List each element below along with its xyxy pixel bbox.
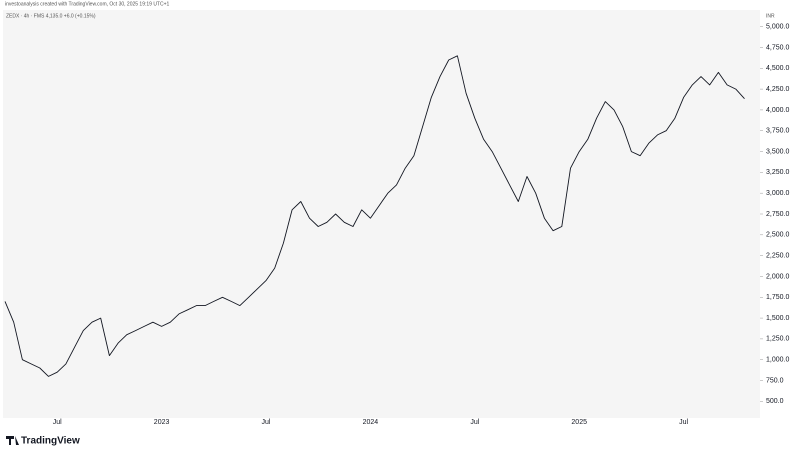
y-tick-label: 3,250.0 <box>766 169 789 176</box>
y-tick-label: 1,250.0 <box>766 336 789 343</box>
y-tick-label: 4,500.0 <box>766 65 789 72</box>
brand-logo <box>6 436 19 445</box>
price-line <box>4 55 745 377</box>
y-tick-label: 2,500.0 <box>766 232 789 239</box>
y-tick-label: 500.0 <box>766 398 784 405</box>
x-tick-label: Jul <box>470 419 479 426</box>
chart-title: investoanalysis created with TradingView… <box>5 1 170 7</box>
x-tick-label: Jul <box>679 419 688 426</box>
y-unit: INR <box>766 13 775 19</box>
x-tick-label: 2023 <box>154 419 170 426</box>
y-tick-label: 750.0 <box>766 377 784 384</box>
y-tick-label: 4,000.0 <box>766 107 789 114</box>
y-tick-label: 4,750.0 <box>766 44 789 51</box>
y-tick-label: 5,000.0 <box>766 23 789 30</box>
y-tick-label: 1,750.0 <box>766 294 789 301</box>
x-tick-label: Jul <box>53 419 62 426</box>
brand: TradingView <box>21 436 80 447</box>
x-tick-label: Jul <box>262 419 271 426</box>
plot-area <box>3 10 760 418</box>
y-tick-label: 3,750.0 <box>766 128 789 135</box>
x-tick-label: 2025 <box>571 419 587 426</box>
y-tick-label: 2,250.0 <box>766 252 789 259</box>
y-tick-label: 1,500.0 <box>766 315 789 322</box>
x-tick-label: 2024 <box>363 419 379 426</box>
y-tick-label: 3,500.0 <box>766 148 789 155</box>
y-tick-label: 2,750.0 <box>766 211 789 218</box>
y-tick-label: 2,000.0 <box>766 273 789 280</box>
y-tick-label: 3,000.0 <box>766 190 789 197</box>
chart-subtitle: ZEDX · 4h · FMS 4,135.0 +6.0 (+0.15%) <box>6 13 96 19</box>
y-tick-label: 1,000.0 <box>766 357 789 364</box>
y-tick-label: 4,250.0 <box>766 86 789 93</box>
